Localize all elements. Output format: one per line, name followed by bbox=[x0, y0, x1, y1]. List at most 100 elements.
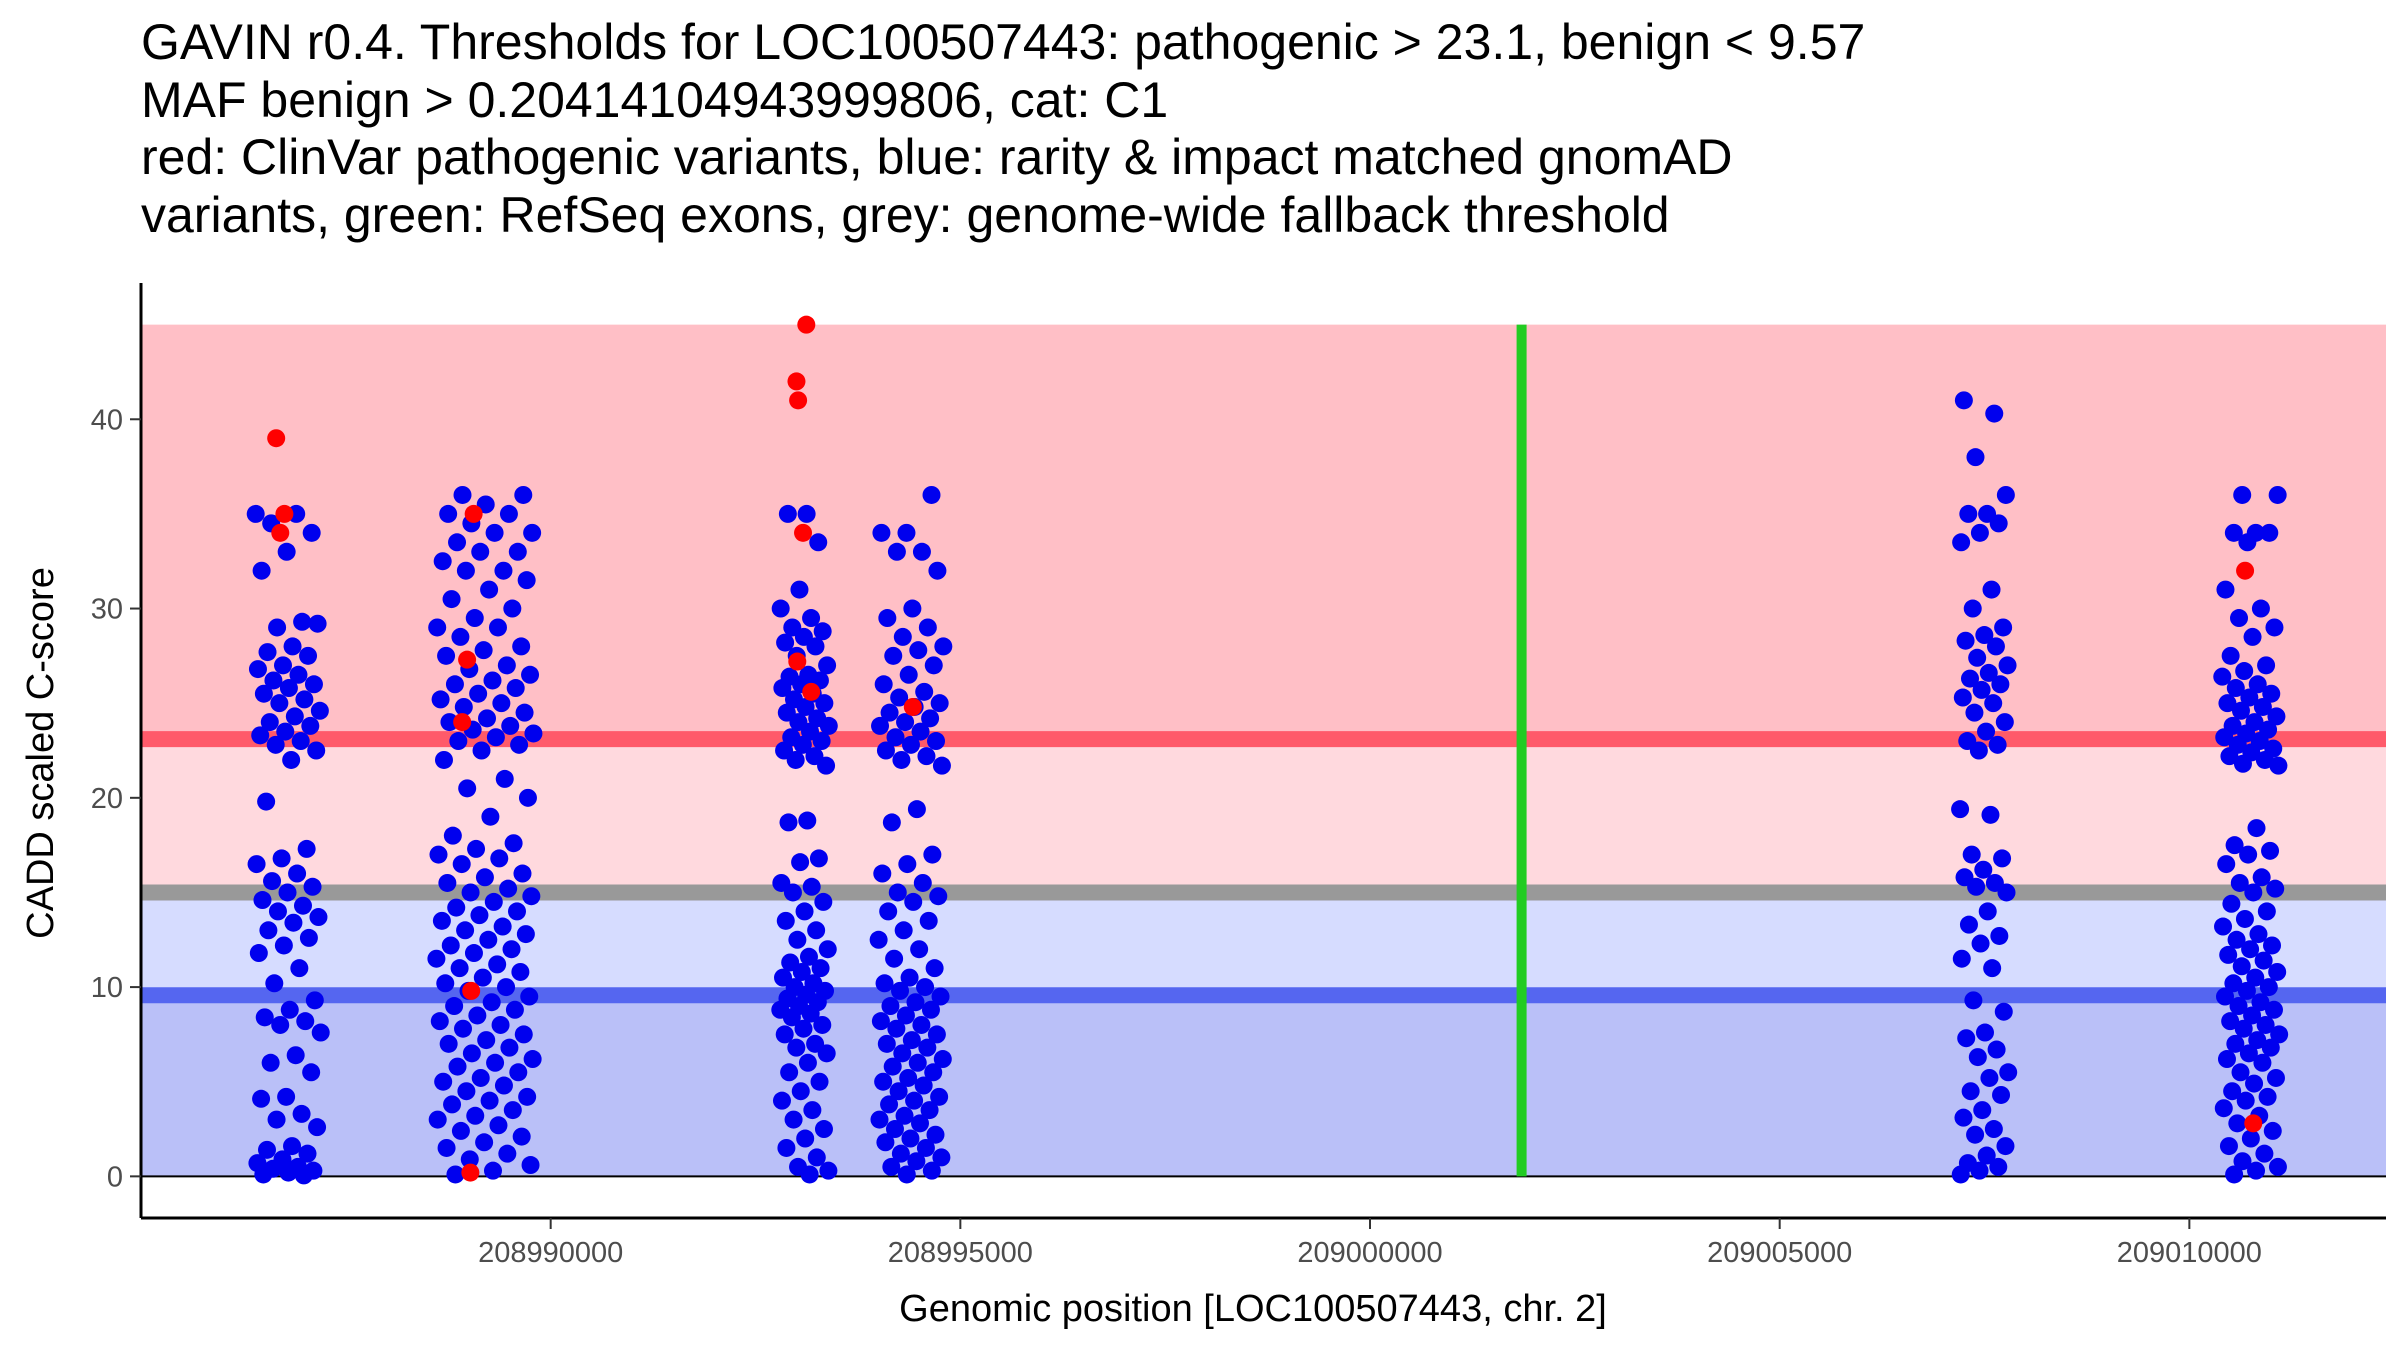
gnomad-variant-point bbox=[917, 747, 936, 766]
gnomad-variant-point bbox=[440, 713, 459, 732]
title-line-4: variants, green: RefSeq exons, grey: gen… bbox=[141, 186, 1670, 243]
gnomad-variant-point bbox=[908, 1053, 927, 1072]
gnomad-variant-point bbox=[1964, 991, 1983, 1010]
gnomad-variant-point bbox=[302, 523, 321, 542]
gnomad-variant-point bbox=[2225, 836, 2244, 855]
gnomad-variant-point bbox=[773, 679, 792, 698]
gnomad-variant-point bbox=[1975, 626, 1994, 645]
gnomad-variant-point bbox=[510, 735, 529, 754]
gnomad-variant-point bbox=[2260, 523, 2279, 542]
gnomad-variant-point bbox=[2240, 688, 2259, 707]
gnomad-variant-point bbox=[905, 1091, 924, 1110]
gnomad-variant-point bbox=[896, 713, 915, 732]
gnomad-variant-point bbox=[2265, 618, 2284, 637]
gnomad-variant-point bbox=[1952, 949, 1971, 968]
title-line-1: GAVIN r0.4. Thresholds for LOC100507443:… bbox=[141, 14, 1866, 70]
gnomad-variant-point bbox=[803, 1101, 822, 1120]
gnomad-variant-point bbox=[279, 1163, 298, 1182]
gnomad-variant-point bbox=[912, 1015, 931, 1034]
gnomad-variant-point bbox=[818, 940, 837, 959]
gnomad-variant-point bbox=[923, 845, 942, 864]
gnomad-variant-point bbox=[512, 1127, 531, 1146]
gnomad-variant-point bbox=[907, 1152, 926, 1171]
gnomad-variant-point bbox=[260, 713, 279, 732]
gnomad-variant-point bbox=[2213, 667, 2232, 686]
gnomad-variant-point bbox=[2221, 1012, 2240, 1031]
gnomad-variant-point bbox=[897, 1165, 916, 1184]
gnomad-variant-point bbox=[2248, 1031, 2267, 1050]
gnomad-variant-point bbox=[1971, 934, 1990, 953]
gnomad-variant-point bbox=[288, 864, 307, 883]
gnomad-variant-point bbox=[2237, 981, 2256, 1000]
gnomad-variant-point bbox=[2257, 656, 2276, 675]
gnomad-variant-point bbox=[303, 877, 322, 896]
gnomad-variant-point bbox=[881, 997, 900, 1016]
gnomad-variant-point bbox=[926, 1125, 945, 1144]
gnomad-variant-point bbox=[879, 902, 898, 921]
gnomad-variant-point bbox=[430, 1012, 449, 1031]
gnomad-variant-point bbox=[1972, 680, 1991, 699]
gnomad-variant-point bbox=[1987, 1040, 2006, 1059]
gnomad-variant-point bbox=[469, 684, 488, 703]
gnomad-variant-point bbox=[512, 637, 531, 656]
gnomad-variant-point bbox=[503, 1101, 522, 1120]
gnomad-variant-point bbox=[308, 1118, 327, 1137]
gnomad-variant-point bbox=[428, 1110, 447, 1129]
gnomad-variant-point bbox=[1956, 631, 1975, 650]
gnomad-variant-point bbox=[257, 792, 276, 811]
gnomad-variant-point bbox=[433, 552, 452, 571]
gnomad-variant-point bbox=[521, 665, 540, 684]
gnomad-variant-point bbox=[924, 1063, 943, 1082]
gnomad-variant-point bbox=[251, 726, 270, 745]
gnomad-variant-point bbox=[521, 1156, 540, 1175]
gnomad-variant-point bbox=[486, 1053, 505, 1072]
gnomad-variant-point bbox=[891, 981, 910, 1000]
gnomad-variant-point bbox=[438, 873, 457, 892]
gnomad-variant-point bbox=[2216, 987, 2235, 1006]
clinvar-variant-point bbox=[453, 713, 472, 732]
gnomad-variant-point bbox=[1952, 533, 1971, 552]
gnomad-variant-point bbox=[1975, 1023, 1994, 1042]
gnomad-variant-point bbox=[2231, 701, 2250, 720]
gnomad-variant-point bbox=[779, 813, 798, 832]
gnomad-variant-point bbox=[490, 849, 509, 868]
gnomad-variant-point bbox=[470, 906, 489, 925]
gnomad-variant-point bbox=[796, 697, 815, 716]
gnomad-variant-point bbox=[802, 877, 821, 896]
gnomad-variant-point bbox=[778, 504, 797, 523]
gnomad-variant-point bbox=[802, 609, 821, 628]
gnomad-variant-point bbox=[2219, 1137, 2238, 1156]
gnomad-variant-point bbox=[264, 671, 283, 690]
gnomad-variant-point bbox=[299, 928, 318, 947]
gnomad-variant-point bbox=[465, 609, 484, 628]
gnomad-variant-point bbox=[2233, 485, 2252, 504]
gnomad-variant-point bbox=[1970, 523, 1989, 542]
gnomad-variant-point bbox=[2238, 533, 2257, 552]
gnomad-variant-point bbox=[2254, 951, 2273, 970]
gnomad-variant-point bbox=[2266, 879, 2285, 898]
clinvar-variant-point bbox=[461, 1163, 480, 1182]
gnomad-variant-point bbox=[786, 750, 805, 769]
gnomad-variant-point bbox=[450, 959, 469, 978]
gnomad-variant-point bbox=[2232, 957, 2251, 976]
gnomad-variant-point bbox=[1993, 849, 2012, 868]
gnomad-variant-point bbox=[1996, 485, 2015, 504]
gnomad-variant-point bbox=[782, 1008, 801, 1027]
intermediate-pathogenic-zone bbox=[141, 739, 2386, 893]
x-axis-title: Genomic position [LOC100507443, chr. 2] bbox=[899, 1288, 1607, 1330]
gnomad-variant-point bbox=[283, 1137, 302, 1156]
gnomad-variant-point bbox=[467, 839, 486, 858]
gnomad-variant-point bbox=[428, 618, 447, 637]
gnomad-variant-point bbox=[471, 542, 490, 561]
pathogenic-zone bbox=[141, 324, 2386, 740]
gnomad-variant-point bbox=[1969, 741, 1988, 760]
gnomad-variant-point bbox=[2226, 1034, 2245, 1053]
gnomad-variant-point bbox=[476, 495, 495, 514]
gnomad-variant-point bbox=[292, 1104, 311, 1123]
gnomad-variant-point bbox=[274, 936, 293, 955]
x-tick-label: 209005000 bbox=[1707, 1237, 1852, 1269]
gnomad-variant-point bbox=[518, 788, 537, 807]
gnomad-variant-point bbox=[481, 807, 500, 826]
gnomad-variant-point bbox=[911, 1114, 930, 1133]
gnomad-variant-point bbox=[437, 1138, 456, 1157]
